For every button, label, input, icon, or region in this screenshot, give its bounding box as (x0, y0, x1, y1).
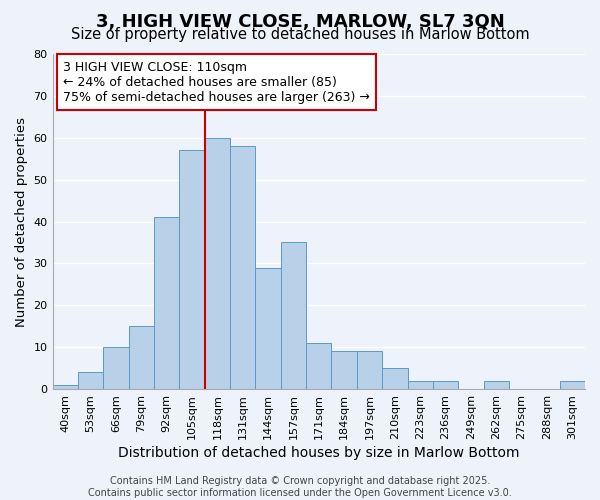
Bar (205, 138, 230, 389)
Bar (331, 352, 357, 389)
Bar (78, 372, 103, 389)
Bar (484, 380, 509, 389)
Bar (53, 385, 78, 389)
Bar (357, 352, 382, 389)
Text: 3 HIGH VIEW CLOSE: 110sqm
← 24% of detached houses are smaller (85)
75% of semi-: 3 HIGH VIEW CLOSE: 110sqm ← 24% of detac… (63, 60, 370, 104)
Bar (230, 146, 256, 389)
Text: Size of property relative to detached houses in Marlow Bottom: Size of property relative to detached ho… (71, 28, 529, 42)
Bar (560, 380, 585, 389)
Text: Contains HM Land Registry data © Crown copyright and database right 2025.
Contai: Contains HM Land Registry data © Crown c… (88, 476, 512, 498)
Bar (154, 218, 179, 389)
Bar (407, 380, 433, 389)
Bar (256, 268, 281, 389)
Bar (128, 326, 154, 389)
Y-axis label: Number of detached properties: Number of detached properties (15, 116, 28, 326)
Text: 3, HIGH VIEW CLOSE, MARLOW, SL7 3QN: 3, HIGH VIEW CLOSE, MARLOW, SL7 3QN (95, 12, 505, 30)
Bar (179, 150, 205, 389)
Bar (306, 343, 331, 389)
Bar (382, 368, 407, 389)
Bar (281, 242, 306, 389)
Bar (433, 380, 458, 389)
X-axis label: Distribution of detached houses by size in Marlow Bottom: Distribution of detached houses by size … (118, 446, 520, 460)
Bar (103, 347, 128, 389)
